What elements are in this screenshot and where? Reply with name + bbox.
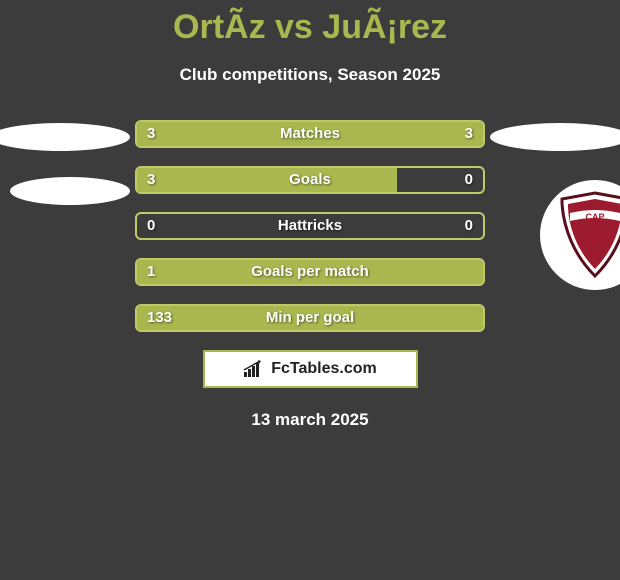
svg-text:CAP: CAP xyxy=(585,212,604,222)
player-ellipse-left-bottom xyxy=(10,177,130,205)
watermark-text: FcTables.com xyxy=(271,360,377,378)
stats-container: 3 Matches 3 3 Goals 0 0 Hattricks 0 1 Go… xyxy=(135,120,485,332)
player-ellipse-left-top xyxy=(0,123,130,151)
subtitle: Club competitions, Season 2025 xyxy=(0,65,620,85)
page-title: OrtÃ­z vs JuÃ¡rez xyxy=(0,0,620,47)
stat-value-right: 3 xyxy=(465,122,473,146)
stat-label: Matches xyxy=(137,122,483,146)
stat-row: 3 Matches 3 xyxy=(135,120,485,148)
stat-label: Goals xyxy=(137,168,483,192)
barchart-icon xyxy=(243,360,265,378)
stat-value-right: 0 xyxy=(465,168,473,192)
stat-label: Goals per match xyxy=(137,260,483,284)
team-crest-right: CAP xyxy=(540,180,620,290)
stat-row: 1 Goals per match xyxy=(135,258,485,286)
date-label: 13 march 2025 xyxy=(0,410,620,430)
stat-row: 3 Goals 0 xyxy=(135,166,485,194)
watermark-box: FcTables.com xyxy=(203,350,418,388)
stat-label: Min per goal xyxy=(137,306,483,330)
stat-value-right: 0 xyxy=(465,214,473,238)
player-ellipse-right-top xyxy=(490,123,620,151)
stat-label: Hattricks xyxy=(137,214,483,238)
shield-icon: CAP xyxy=(556,191,620,279)
stat-row: 0 Hattricks 0 xyxy=(135,212,485,240)
stat-row: 133 Min per goal xyxy=(135,304,485,332)
